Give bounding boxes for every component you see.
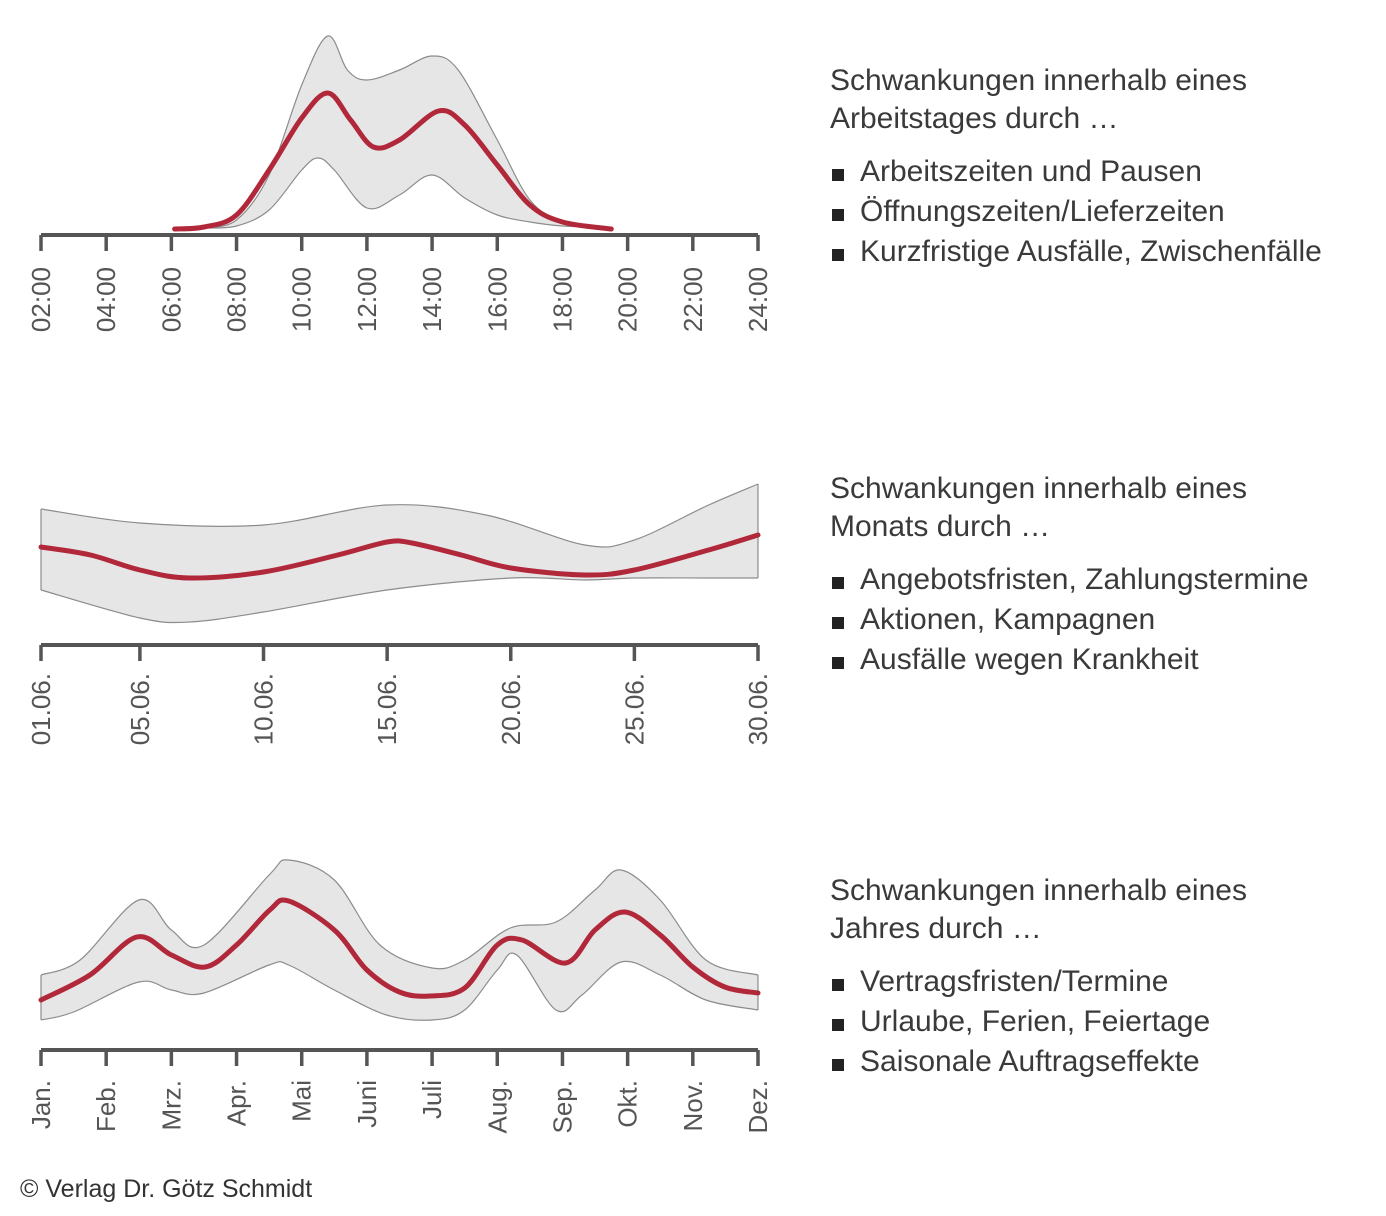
list-item: Saisonale Auftragseffekte: [830, 1042, 1247, 1082]
x-tick-label: 30.06.: [743, 673, 773, 745]
list-item: Arbeitszeiten und Pausen: [830, 152, 1322, 192]
panel-day: Schwankungen innerhalb eines Arbeitstage…: [830, 62, 1322, 272]
list-item: Ausfälle wegen Krankheit: [830, 640, 1309, 680]
panel-month: Schwankungen innerhalb eines Monats durc…: [830, 470, 1309, 680]
list-item: Urlaube, Ferien, Feiertage: [830, 1002, 1247, 1042]
list-item: Angebotsfristen, Zahlungstermine: [830, 560, 1309, 600]
charts: 02:00 04:00 06:00 08:00 10:00 12:00 14:00 16:00…: [26, 35, 773, 1134]
mean-line: [172, 90, 614, 232]
x-tick-label: Mrz.: [156, 1080, 186, 1131]
chart-year: Jan. Feb. Mrz. Apr. Mai Juni Juli Aug. Sep. Okt. N…: [26, 859, 773, 1134]
panel-year: Schwankungen innerhalb eines Jahres durc…: [830, 872, 1247, 1082]
x-tick-label: 18:00: [547, 267, 577, 332]
x-tick-label: 06:00: [156, 267, 186, 332]
x-tick-label: 04:00: [91, 267, 121, 332]
list-item: Vertragsfristen/Termine: [830, 962, 1247, 1002]
band-lower-edge: [40, 576, 758, 624]
title-line: Monats durch …: [830, 510, 1051, 543]
list-item: Öffnungszeiten/Lieferzeiten: [830, 192, 1322, 232]
copyright: © Verlag Dr. Götz Schmidt: [20, 1175, 313, 1203]
x-tick-label: Nov.: [678, 1080, 708, 1132]
band-lower-edge: [203, 157, 596, 229]
x-tick-label: Sep.: [547, 1080, 577, 1134]
x-tick-label: 10.06.: [249, 673, 279, 745]
x-tick-label: 08:00: [222, 267, 252, 332]
panel-title: Schwankungen innerhalb eines Arbeitstage…: [830, 62, 1322, 138]
x-tick-label: 14:00: [417, 267, 447, 332]
panel-title: Schwankungen innerhalb eines Monats durc…: [830, 470, 1309, 546]
x-tick-label: 01.06.: [26, 673, 56, 745]
x-tick-label: Okt.: [613, 1080, 643, 1128]
x-tick-label: Apr.: [222, 1080, 252, 1126]
x-tick-label: 15.06.: [372, 673, 402, 745]
x-tick-label: 22:00: [678, 267, 708, 332]
x-tick-label: 12:00: [352, 267, 382, 332]
variance-band: [41, 484, 758, 623]
title-line: Schwankungen innerhalb eines: [830, 874, 1247, 907]
x-tick-label: Mai: [287, 1080, 317, 1122]
x-tick-label: 24:00: [743, 267, 773, 332]
x-tick-label: 10:00: [287, 267, 317, 332]
x-tick-label: Juni: [352, 1080, 382, 1128]
list-item: Aktionen, Kampagnen: [830, 600, 1309, 640]
mean-line: [38, 532, 761, 581]
title-line: Arbeitstages durch …: [830, 102, 1119, 135]
x-tick-label: Jan.: [26, 1080, 56, 1129]
title-line: Jahres durch …: [830, 912, 1042, 945]
panel-title: Schwankungen innerhalb eines Jahres durc…: [830, 872, 1247, 948]
chart-month: 01.06. 05.06. 10.06. 15.06. 20.06. 25.06. 30.0…: [26, 483, 773, 745]
x-tick-label: 05.06.: [125, 673, 155, 745]
x-tick-label: 16:00: [482, 267, 512, 332]
x-tick-label: 20:00: [613, 267, 643, 332]
x-tick-label: Juli: [417, 1080, 447, 1119]
x-tick-label: 02:00: [26, 267, 56, 332]
band-upper-edge: [40, 859, 759, 976]
chart-day: 02:00 04:00 06:00 08:00 10:00 12:00 14:00 16:00…: [26, 35, 773, 332]
x-tick-label: 25.06.: [619, 673, 649, 745]
x-tick-label: Feb.: [91, 1080, 121, 1132]
x-tick-label: 20.06.: [496, 673, 526, 745]
band-lower-edge: [40, 952, 759, 1021]
title-line: Schwankungen innerhalb eines: [830, 472, 1247, 505]
variance-band: [204, 35, 595, 229]
variance-band: [41, 859, 758, 1021]
x-tick-label: Aug.: [482, 1080, 512, 1134]
title-line: Schwankungen innerhalb eines: [830, 64, 1247, 97]
band-upper-edge: [40, 483, 759, 548]
mean-line: [38, 897, 761, 1003]
x-tick-label: Dez.: [743, 1080, 773, 1133]
list-item: Kurzfristige Ausfälle, Zwischenfälle: [830, 232, 1322, 272]
